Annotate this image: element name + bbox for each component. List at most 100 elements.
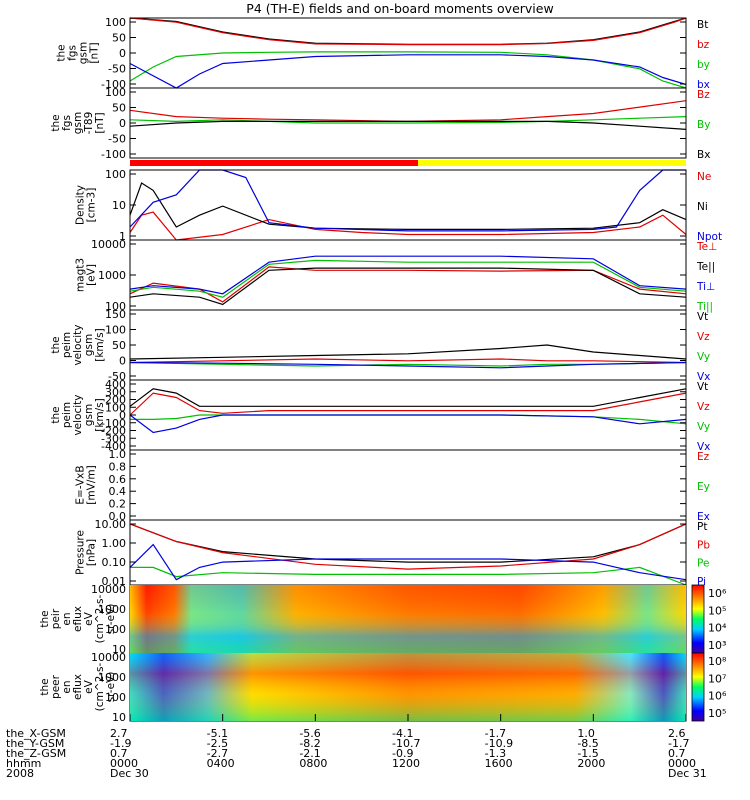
- series-line-Vt: [129, 344, 687, 360]
- ephemeris-value: -2.1: [299, 747, 320, 760]
- legend-bx: bx: [697, 79, 710, 91]
- colorbar-tick-label: 10⁶: [708, 587, 727, 600]
- ephemeris-row-label: the_Z-GSM: [6, 747, 66, 760]
- series-line-Ni: [129, 182, 687, 230]
- panel-frame: [129, 309, 687, 381]
- legend-Ex: Ex: [697, 511, 710, 523]
- y-tick-label: 100: [105, 16, 126, 29]
- legend-Ne: Ne: [697, 171, 711, 183]
- y-axis-label-line: [nPa]: [86, 539, 98, 566]
- y-tick-label: 300: [105, 386, 126, 399]
- ephemeris-value: 0.7: [668, 747, 686, 760]
- colorbar-tick-label: 10⁷: [708, 672, 726, 685]
- y-tick-label: -100: [101, 148, 126, 161]
- ephemeris-value: 0.7: [110, 747, 128, 760]
- legend-Vt: Vt: [697, 381, 708, 393]
- ephemeris-value: -1.7: [668, 737, 689, 750]
- y-axis-label-line: eV: [83, 679, 95, 693]
- series-line-Vx: [129, 414, 687, 434]
- y-axis-label-line: the: [56, 44, 68, 61]
- y-axis-label-line: [nT]: [89, 42, 101, 63]
- ephemeris-value: 2.6: [668, 727, 686, 740]
- y-tick-label: 0.8: [109, 460, 127, 473]
- y-axis-label-line: peim: [61, 332, 73, 358]
- y-axis-label: Pressure [nPa]: [75, 530, 98, 575]
- panel-frame: [129, 17, 687, 89]
- y-axis-label-line: fgs: [61, 115, 73, 131]
- y-tick-label: -50: [108, 133, 126, 146]
- panel-frame: [129, 519, 687, 586]
- legend-Vz: Vz: [697, 331, 710, 343]
- legend-Te||: Te||: [696, 261, 715, 273]
- series-line-Te||: [129, 267, 687, 306]
- y-axis-label-line: the: [39, 678, 51, 695]
- colorbar-tick-label: 10⁶: [708, 690, 727, 703]
- ephemeris-value: -5.1: [207, 727, 228, 740]
- ephemeris-value: -0.9: [392, 747, 413, 760]
- y-tick-label: 0.01: [102, 575, 127, 588]
- series-line-Pi: [129, 543, 687, 581]
- y-axis-label-line: the: [50, 114, 62, 131]
- y-axis-label-line: Density: [75, 185, 87, 225]
- colorbar-tick-label: 10⁸: [708, 655, 727, 668]
- y-tick-label: -100: [101, 417, 126, 430]
- y-tick-label: -400: [101, 440, 126, 453]
- electron-spectrogram-energy-shading: [130, 653, 686, 721]
- time-axis: [129, 714, 687, 721]
- y-tick-label: 1000: [98, 269, 126, 282]
- y-axis-label-line: en: [61, 612, 73, 625]
- y-axis-label-line: [mV/m]: [86, 465, 98, 504]
- y-tick-label: 100: [105, 623, 126, 636]
- y-axis-label-line: the: [50, 406, 62, 423]
- y-tick-label: 0.6: [109, 473, 127, 486]
- y-tick-label: -300: [101, 432, 126, 445]
- y-axis-label-line: E=-VxB: [75, 465, 87, 504]
- colorbars: 10⁶ 10⁵ 10⁴ 10³ 10⁸ 10⁷ 10⁶ 10⁵: [691, 584, 727, 722]
- ephemeris-value: -1.3: [485, 747, 506, 760]
- y-axis-label-line: peir: [50, 608, 62, 629]
- y-axis-label-line: the: [39, 610, 51, 627]
- legend-Ni: Ni: [697, 201, 708, 213]
- panel-frame: [129, 449, 687, 521]
- series-line-Pb: [129, 523, 687, 570]
- panel-7: 1.00.80.60.40.20.0 E=-VxB [mV/m] Ez Ey Ex: [75, 448, 710, 523]
- y-tick-label: 1000: [98, 603, 126, 616]
- y-axis-label-line: velocity: [72, 324, 84, 365]
- y-axis-label-line: the: [50, 336, 62, 353]
- legend-Bx: Bx: [697, 149, 710, 161]
- legend-Pt: Pt: [697, 521, 707, 533]
- y-tick-label: -200: [101, 425, 126, 438]
- y-tick-label: -50: [108, 370, 126, 383]
- y-tick-label: 50: [112, 102, 126, 115]
- ephemeris-value: -1.7: [485, 727, 506, 740]
- colorbar-tick-label: 10⁵: [708, 707, 726, 720]
- ephemeris-value: -10.7: [392, 737, 420, 750]
- legend-Vy: Vy: [697, 421, 710, 433]
- panel-1: 100 50 0 -50 -100 the fgs gsm [nT] Bt bz by bx: [56, 16, 710, 91]
- y-tick-label: 1.0: [109, 448, 127, 461]
- series-line-bx: [129, 54, 687, 89]
- ion-spectrogram-energy-shading: [130, 585, 686, 653]
- ephemeris-row-label: the_Y-GSM: [6, 737, 64, 750]
- y-axis-label-line: magt3: [75, 258, 87, 292]
- legend-Vt: Vt: [697, 311, 708, 323]
- panel-8: 10.00 1.00 0.10 0.01 Pressure [nPa] Pt Pb Pe Pi: [75, 518, 711, 588]
- orbit-bar-red: [130, 160, 418, 166]
- ephemeris-value: -5.6: [299, 727, 320, 740]
- y-axis-label-line: [km/s]: [94, 398, 106, 432]
- series-line-Vz: [129, 358, 687, 364]
- series-line-Bz: [129, 100, 687, 123]
- time-tick-label: 1600: [485, 757, 513, 770]
- y-tick-label: 400: [105, 378, 126, 391]
- legend-Te⊥: Te⊥: [696, 241, 717, 253]
- series-line-Bx: [129, 120, 687, 130]
- time-tick-label: 0000: [668, 757, 696, 770]
- ephemeris-value: -8.2: [299, 737, 320, 750]
- colorbar-tick-label: 10³: [708, 639, 726, 652]
- y-axis-label-line: sr-eV): [105, 672, 117, 703]
- ephemeris-value: -10.9: [485, 737, 513, 750]
- y-tick-label: 10: [112, 199, 126, 212]
- y-axis-label-line: eflux: [72, 606, 84, 632]
